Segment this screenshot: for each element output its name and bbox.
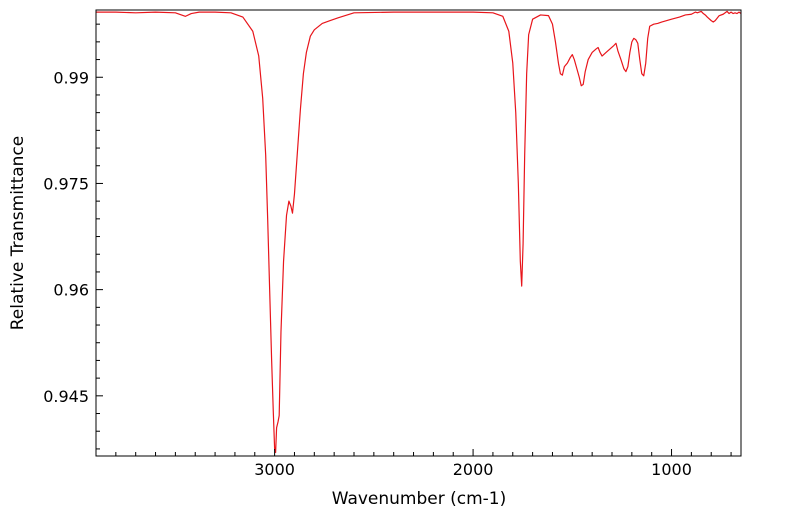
x-tick-label: 3000 [254, 460, 295, 479]
y-tick-label: 0.99 [53, 68, 89, 87]
x-tick-label: 1000 [651, 460, 692, 479]
x-axis-title: Wavenumber (cm-1) [332, 489, 507, 509]
plot-area [96, 10, 741, 454]
y-axis-title: Relative Transmittance [8, 136, 28, 331]
plot-frame [95, 9, 742, 457]
y-tick-label: 0.975 [43, 174, 89, 193]
x-tick-label: 2000 [453, 460, 494, 479]
spectrum-series-line [96, 10, 741, 454]
y-tick-label: 0.945 [43, 387, 89, 406]
y-tick-label: 0.96 [53, 281, 89, 300]
axes: 3000 2000 1000 0.99 0.975 0.96 0.945 [43, 23, 732, 479]
